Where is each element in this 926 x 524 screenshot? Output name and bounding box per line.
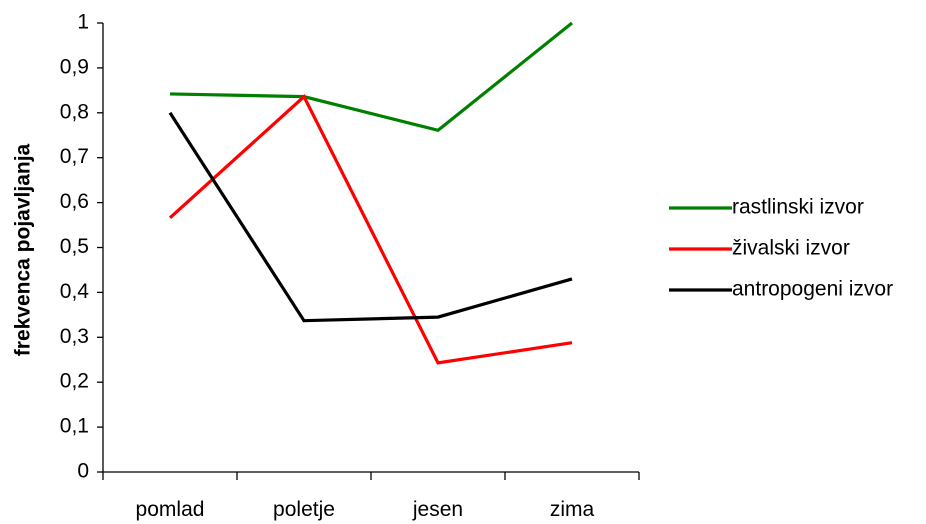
series-layer [168,21,574,365]
y-tick-label: 0,5 [60,235,89,258]
y-tick-label: 0,6 [60,190,89,213]
x-tick-label: poletje [273,498,335,521]
y-tick-label: 0 [77,460,89,483]
legend: rastlinski izvor živalski izvor antropogen… [669,196,893,301]
y-axis: 0 0,1 0,2 0,3 0,4 0,5 0,6 0,7 0,8 0,9 1 [60,11,104,483]
legend-label: rastlinski izvor [732,196,864,219]
x-axis: pomlad poletje jesen zima [102,471,640,521]
y-tick-label: 0,8 [60,100,89,123]
series-line-1 [169,21,574,133]
y-tick-label: 1 [77,11,89,34]
legend-label: antropogeni izvor [732,278,893,301]
x-tick-label: pomlad [136,498,205,521]
y-tick-label: 0,7 [60,145,89,168]
y-axis-title: frekvenca pojavljanja [12,143,35,356]
x-tick-label: zima [550,498,595,521]
y-tick-label: 0,9 [60,55,89,78]
x-tick-label: jesen [412,498,463,521]
legend-label: živalski izvor [732,237,850,260]
y-tick-label: 0,2 [60,370,89,393]
y-tick-label: 0,3 [60,325,89,348]
y-tick-label: 0,1 [60,415,89,438]
y-tick-label: 0,4 [60,280,90,303]
series-line-3 [168,111,573,323]
series-line-2 [168,94,573,365]
